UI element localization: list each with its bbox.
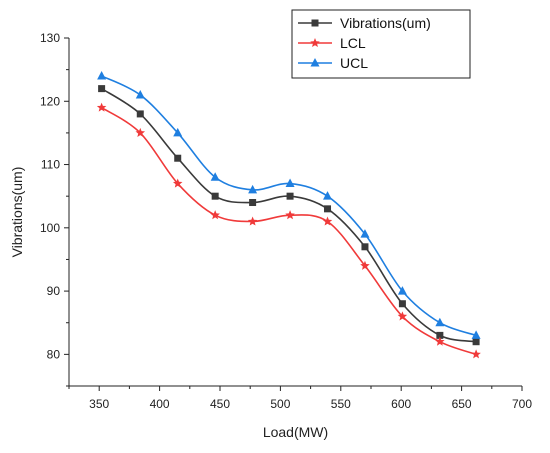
- data-point-vibrations-um: [249, 199, 257, 207]
- data-point-ucl: [435, 317, 445, 327]
- legend: Vibrations(um) LCL UCL: [291, 9, 471, 79]
- legend-marker-lcl: [310, 38, 320, 48]
- data-point-lcl: [435, 336, 445, 346]
- series-line-ucl: [101, 75, 477, 337]
- x-tick-label: 450: [210, 397, 230, 411]
- y-tick-label: 100: [40, 221, 60, 235]
- data-point-vibrations-um: [136, 110, 144, 118]
- data-point-ucl: [97, 70, 107, 80]
- legend-label-ucl: UCL: [340, 55, 368, 71]
- data-point-lcl: [247, 216, 258, 226]
- x-tick-label: 600: [391, 397, 411, 411]
- legend-label-lcl: LCL: [340, 35, 366, 51]
- data-point-vibrations-um: [324, 205, 332, 213]
- axes: 350 400 450 500 550 600 650 700 80 90 100 110 120 130: [40, 31, 532, 411]
- x-tick-label: 350: [89, 397, 109, 411]
- y-tick-label: 80: [47, 347, 61, 361]
- data-point-vibrations-um: [398, 300, 406, 308]
- data-point-ucl: [173, 127, 183, 137]
- data-point-ucl: [471, 330, 481, 339]
- data-point-vibrations-um: [211, 192, 219, 200]
- y-tick-label: 130: [40, 31, 60, 45]
- legend-marker-vibrations-um: [311, 19, 319, 27]
- data-point-vibrations-um: [98, 85, 106, 93]
- data-point-ucl: [285, 178, 295, 188]
- data-point-lcl: [172, 178, 183, 188]
- data-point-ucl: [397, 286, 407, 295]
- legend-marker-ucl: [310, 58, 320, 67]
- x-tick-label: 500: [270, 397, 290, 411]
- x-tick-label: 400: [150, 397, 170, 411]
- data-point-vibrations-um: [361, 243, 369, 251]
- data-point-ucl: [135, 89, 145, 99]
- x-axis-title: Load(MW): [263, 424, 328, 440]
- data-point-vibrations-um: [436, 331, 444, 339]
- y-tick-label: 120: [40, 94, 60, 108]
- data-point-lcl: [397, 311, 408, 321]
- data-point-lcl: [96, 102, 107, 112]
- data-point-lcl: [285, 210, 295, 220]
- x-tick-label: 700: [512, 397, 532, 411]
- y-tick-label: 110: [41, 158, 60, 172]
- series-line-lcl: [101, 106, 477, 356]
- data-point-lcl: [210, 210, 220, 220]
- data-point-vibrations-um: [174, 154, 182, 162]
- data-point-ucl: [248, 184, 258, 194]
- data-point-ucl: [210, 172, 220, 181]
- y-axis-title: Vibrations(um): [9, 167, 25, 258]
- plot-area: [96, 70, 481, 359]
- data-point-lcl: [471, 349, 481, 359]
- data-point-vibrations-um: [286, 192, 294, 200]
- data-point-ucl: [323, 191, 333, 200]
- x-tick-label: 550: [331, 397, 351, 411]
- data-point-lcl: [322, 216, 333, 226]
- y-tick-label: 90: [47, 284, 61, 298]
- legend-box: [291, 9, 471, 79]
- legend-label-vibrations-um: Vibrations(um): [340, 15, 431, 31]
- x-tick-label: 650: [452, 397, 472, 411]
- data-point-ucl: [360, 229, 370, 238]
- data-point-lcl: [135, 127, 146, 137]
- data-point-vibrations-um: [472, 338, 480, 346]
- data-point-lcl: [360, 260, 370, 270]
